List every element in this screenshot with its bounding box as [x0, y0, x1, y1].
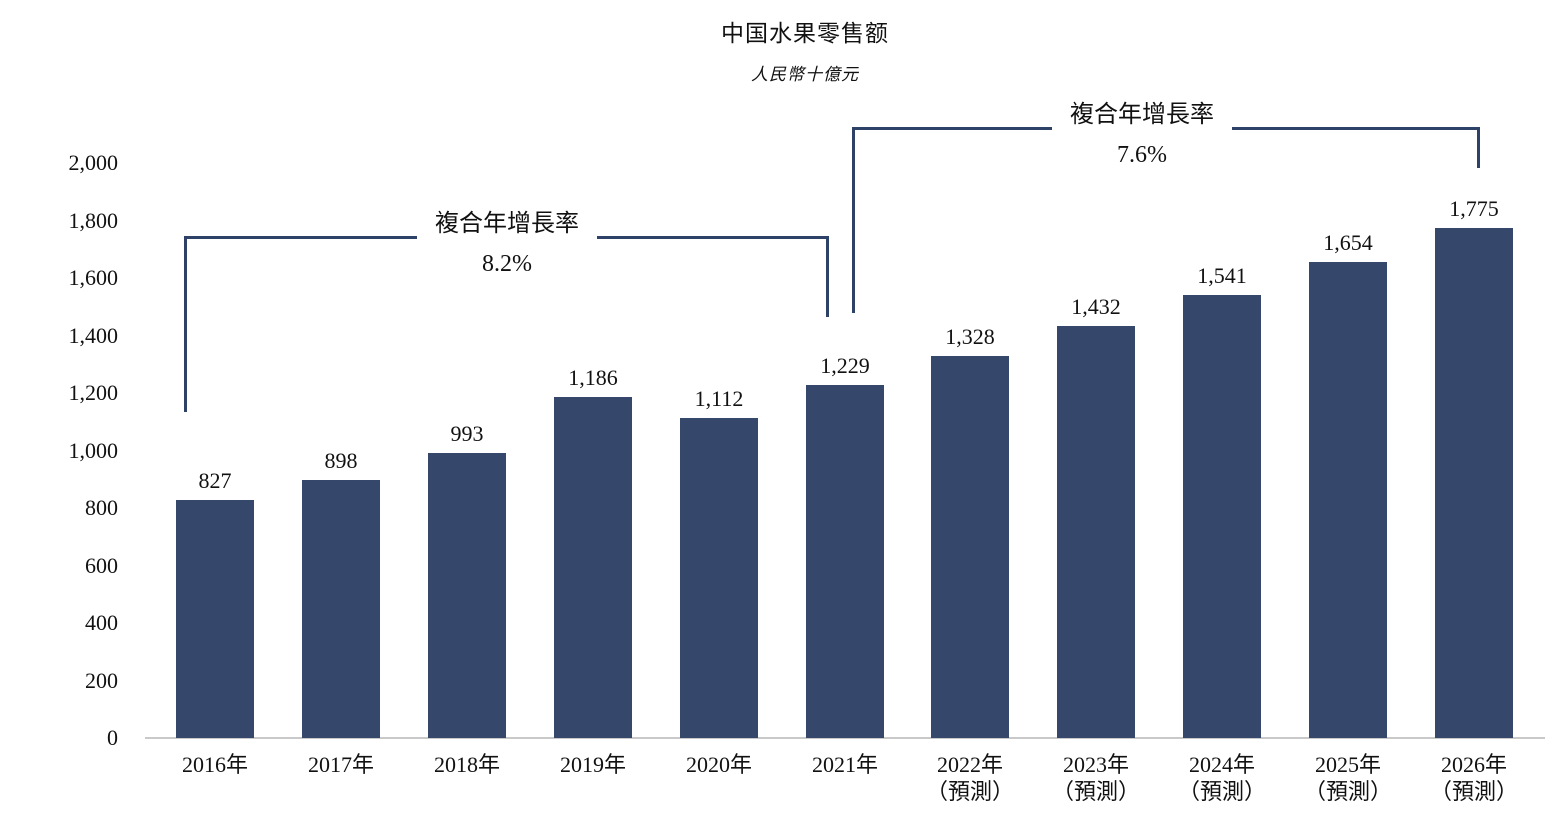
cagr-value: 7.6% — [1117, 142, 1167, 168]
cagr-bracket-left-leg — [852, 127, 855, 313]
x-axis-line — [145, 737, 1545, 739]
bar-value-label: 1,328 — [945, 324, 995, 349]
x-axis-label: 2017年 — [307, 752, 374, 777]
cagr-bracket-right-leg — [826, 236, 829, 317]
x-axis-label: 2018年 — [433, 752, 500, 777]
bar — [1435, 228, 1513, 738]
x-axis-label: 2022年 （預測） — [925, 752, 1014, 804]
bar — [428, 453, 506, 738]
x-axis-label: 2026年 （預測） — [1429, 752, 1518, 804]
bar-value-label: 1,654 — [1323, 230, 1373, 255]
bar — [176, 500, 254, 738]
cagr-label: 複合年增長率 — [1052, 101, 1232, 130]
x-axis-label: 2025年 （預測） — [1303, 752, 1392, 804]
y-axis-tick-label: 0 — [107, 725, 118, 750]
bar-value-label: 827 — [198, 468, 232, 493]
y-axis-tick-label: 1,000 — [68, 438, 119, 463]
x-axis-label: 2019年 — [559, 752, 626, 777]
bar-value-label: 1,112 — [694, 386, 744, 411]
bar — [1183, 295, 1261, 738]
bar-value-label: 898 — [324, 448, 358, 473]
bar — [931, 356, 1009, 738]
y-axis-tick-label: 600 — [85, 553, 118, 578]
cagr-value: 8.2% — [482, 251, 532, 277]
y-axis-tick-label: 800 — [85, 495, 118, 520]
y-axis-tick-label: 1,200 — [68, 380, 119, 405]
y-axis-tick-label: 200 — [85, 668, 118, 693]
y-axis-tick-label: 1,600 — [68, 265, 119, 290]
bar-value-label: 1,229 — [820, 353, 870, 378]
bar — [806, 385, 884, 738]
x-axis-label: 2016年 — [181, 752, 248, 777]
y-axis-tick-label: 400 — [85, 610, 118, 635]
x-axis-label: 2021年 — [811, 752, 878, 777]
cagr-bracket-left-leg — [184, 236, 187, 412]
bar-value-label: 1,432 — [1071, 294, 1121, 319]
y-axis-tick-label: 1,400 — [68, 323, 119, 348]
bar-value-label: 1,541 — [1197, 263, 1247, 288]
bar-value-label: 1,775 — [1449, 196, 1499, 221]
bar — [1057, 326, 1135, 738]
bar-value-label: 993 — [450, 421, 484, 446]
x-axis-label: 2024年 （預測） — [1177, 752, 1266, 804]
cagr-label: 複合年增長率 — [417, 210, 597, 239]
y-axis-tick-label: 2,000 — [68, 150, 119, 175]
chart-subtitle: 人民幣十億元 — [751, 65, 859, 84]
bar — [1309, 262, 1387, 738]
bar — [680, 418, 758, 738]
x-axis-label: 2023年 （預測） — [1051, 752, 1140, 804]
bar — [302, 480, 380, 738]
y-axis-tick-label: 1,800 — [68, 208, 119, 233]
x-axis-label: 2020年 — [685, 752, 752, 777]
bar-value-label: 1,186 — [568, 365, 618, 390]
chart-title: 中国水果零售额 — [721, 21, 889, 46]
bar — [554, 397, 632, 738]
cagr-bracket-right-leg — [1477, 127, 1480, 168]
